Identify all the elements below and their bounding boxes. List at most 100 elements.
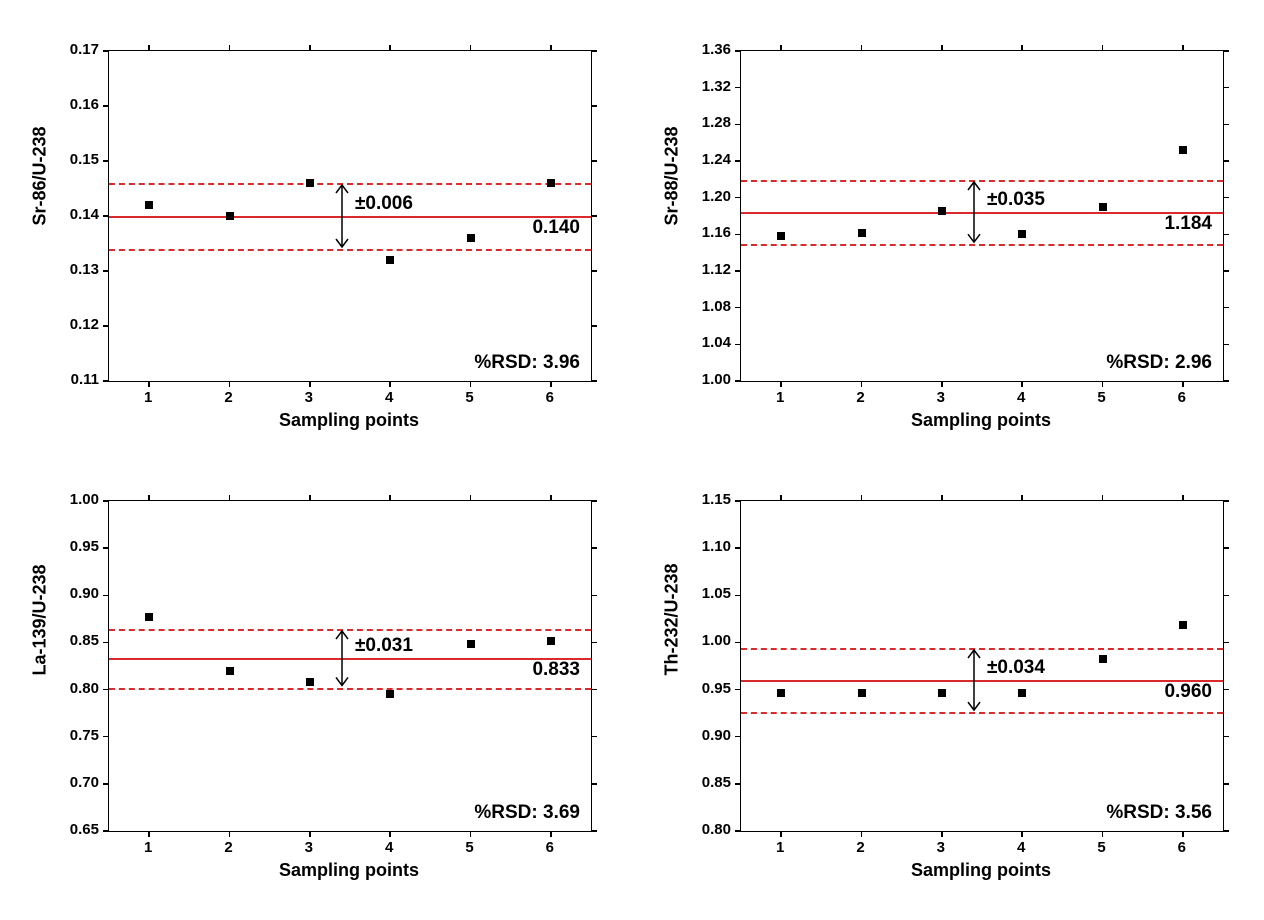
xtick-mark (780, 45, 782, 51)
data-marker (467, 640, 475, 648)
data-marker (145, 613, 153, 621)
ytick-label: 0.17 (70, 41, 99, 58)
x-axis-label: Sampling points (108, 410, 590, 431)
xtick-label: 5 (1092, 389, 1112, 406)
ytick-mark (735, 270, 741, 272)
xtick-label: 4 (1011, 389, 1031, 406)
ytick-mark (735, 830, 741, 832)
data-marker (467, 234, 475, 242)
xtick-mark (309, 831, 311, 837)
xtick-mark (780, 495, 782, 501)
xtick-label: 5 (460, 389, 480, 406)
xtick-label: 3 (299, 389, 319, 406)
ytick-mark (591, 105, 597, 107)
ytick-mark (1223, 197, 1229, 199)
data-marker (1099, 203, 1107, 211)
ytick-mark (103, 325, 109, 327)
ytick-mark (1223, 87, 1229, 89)
ytick-label: 1.36 (702, 41, 731, 58)
xtick-mark (1182, 381, 1184, 387)
data-marker (547, 179, 555, 187)
xtick-mark (550, 831, 552, 837)
xtick-mark (1021, 495, 1023, 501)
ytick-label: 0.95 (70, 538, 99, 555)
ytick-mark (735, 234, 741, 236)
data-marker (1099, 655, 1107, 663)
ytick-mark (103, 783, 109, 785)
ytick-mark (103, 830, 109, 832)
y-axis-label: Sr-88/U-238 (662, 206, 683, 226)
rsd-label: %RSD: 3.69 (474, 802, 580, 824)
ytick-label: 0.85 (70, 632, 99, 649)
band-line (741, 712, 1223, 714)
ytick-mark (591, 380, 597, 382)
xtick-mark (470, 831, 472, 837)
ytick-mark (591, 325, 597, 327)
ytick-mark (103, 595, 109, 597)
ytick-label: 0.95 (702, 680, 731, 697)
ytick-mark (1223, 50, 1229, 52)
xtick-label: 3 (931, 389, 951, 406)
xtick-mark (148, 831, 150, 837)
xtick-mark (1182, 831, 1184, 837)
xtick-mark (148, 45, 150, 51)
rsd-label: %RSD: 2.96 (1106, 352, 1212, 374)
xtick-label: 2 (851, 389, 871, 406)
ytick-mark (1223, 344, 1229, 346)
ytick-label: 0.90 (702, 727, 731, 744)
ytick-mark (735, 547, 741, 549)
ytick-mark (1223, 307, 1229, 309)
xtick-label: 2 (851, 839, 871, 856)
xtick-mark (941, 495, 943, 501)
xtick-label: 4 (379, 839, 399, 856)
xtick-mark (861, 495, 863, 501)
ytick-mark (103, 50, 109, 52)
data-marker (226, 667, 234, 675)
xtick-mark (550, 45, 552, 51)
ytick-mark (591, 547, 597, 549)
y-axis-label: Th-232/U-238 (662, 656, 683, 676)
xtick-mark (470, 45, 472, 51)
ytick-mark (735, 380, 741, 382)
ytick-label: 0.12 (70, 316, 99, 333)
ytick-label: 1.20 (702, 188, 731, 205)
ytick-mark (735, 344, 741, 346)
ytick-label: 0.80 (70, 680, 99, 697)
ytick-label: 1.28 (702, 114, 731, 131)
ytick-mark (1223, 689, 1229, 691)
ytick-mark (735, 642, 741, 644)
ytick-label: 0.75 (70, 727, 99, 744)
xtick-label: 1 (770, 839, 790, 856)
xtick-mark (1021, 831, 1023, 837)
xtick-mark (1102, 45, 1104, 51)
rsd-label: %RSD: 3.96 (474, 352, 580, 374)
data-marker (306, 678, 314, 686)
ytick-mark (1223, 160, 1229, 162)
xtick-mark (389, 831, 391, 837)
data-marker (777, 232, 785, 240)
data-marker (1179, 621, 1187, 629)
ytick-mark (103, 105, 109, 107)
xtick-label: 6 (540, 839, 560, 856)
ytick-mark (1223, 380, 1229, 382)
ytick-mark (1223, 547, 1229, 549)
xtick-mark (229, 381, 231, 387)
ytick-mark (735, 783, 741, 785)
ytick-label: 0.70 (70, 774, 99, 791)
xtick-label: 5 (1092, 839, 1112, 856)
ytick-mark (591, 736, 597, 738)
ytick-mark (1223, 783, 1229, 785)
figure-grid: 0.110.120.130.140.150.160.17123456Sr-86/… (0, 0, 1264, 920)
data-marker (777, 689, 785, 697)
ytick-label: 1.00 (702, 371, 731, 388)
data-marker (938, 207, 946, 215)
band-arrow (964, 180, 984, 244)
xtick-mark (309, 495, 311, 501)
y-axis-label: Sr-86/U-238 (30, 206, 51, 226)
ytick-mark (103, 500, 109, 502)
data-marker (306, 179, 314, 187)
ytick-mark (591, 500, 597, 502)
plot-area (108, 500, 592, 832)
ytick-mark (735, 736, 741, 738)
panel-sr86: 0.110.120.130.140.150.160.17123456Sr-86/… (30, 40, 602, 440)
